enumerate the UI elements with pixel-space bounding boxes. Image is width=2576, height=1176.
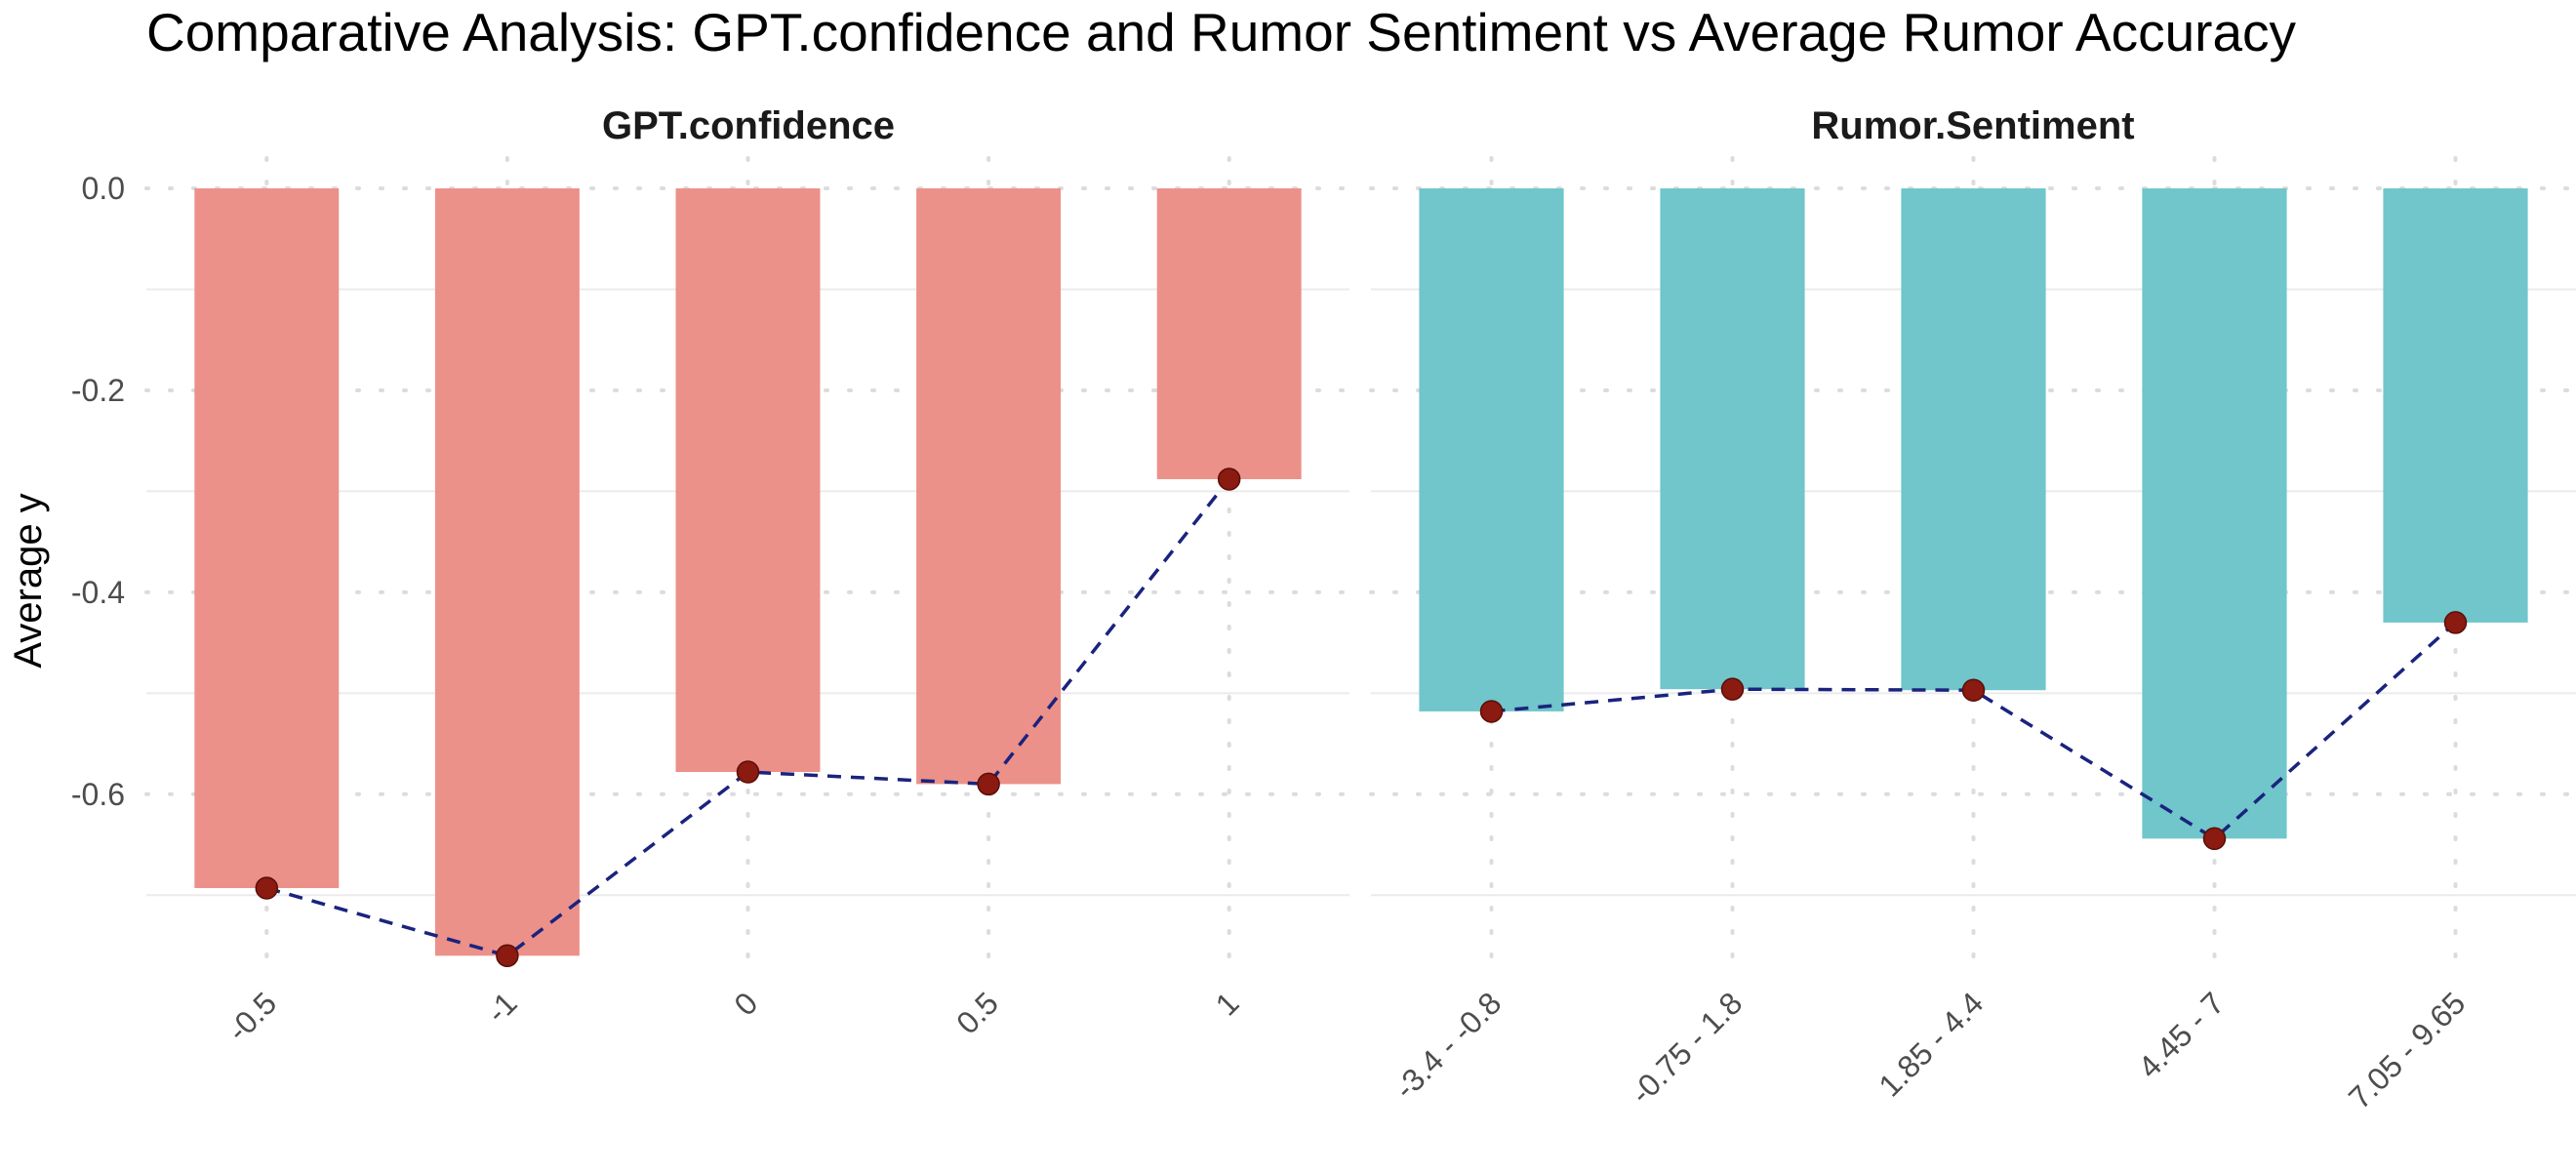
x-tick-label: -3.4 - -0.8 xyxy=(1388,985,1509,1106)
data-point--3.4 - -0.8 xyxy=(1479,700,1504,723)
y-tick-label: -0.4 xyxy=(71,575,125,610)
bar-1 xyxy=(1156,188,1302,479)
series-line xyxy=(265,477,1231,958)
data-point-1.85 - 4.4 xyxy=(1961,678,1986,702)
x-tick-label: 1 xyxy=(1209,985,1246,1022)
facet-title: GPT.confidence xyxy=(602,104,895,147)
facet-panel-gpt-confidence: GPT.confidence -0.5 -1 0 0.5 1 xyxy=(144,104,1351,1048)
bar-7.05 - 9.65 xyxy=(2383,188,2528,623)
chart-title: Comparative Analysis: GPT.confidence and… xyxy=(146,2,2297,62)
x-tick-label: 1.85 - 4.4 xyxy=(1872,985,1990,1103)
x-tick-label: 7.05 - 9.65 xyxy=(2342,985,2473,1115)
bar--1 xyxy=(434,188,580,956)
x-tick-label: 0 xyxy=(727,985,764,1022)
data-point-0 xyxy=(736,760,760,784)
x-tick-label: -0.75 - 1.8 xyxy=(1624,985,1750,1111)
bar--0.5 xyxy=(194,188,340,888)
x-tick-label: -1 xyxy=(479,985,524,1030)
x-tick-label: -0.5 xyxy=(221,985,283,1047)
data-point-1 xyxy=(1217,467,1241,491)
bar-4.45 - 7 xyxy=(2142,188,2287,839)
bar--0.75 - 1.8 xyxy=(1660,188,1805,690)
facet-panel-rumor-sentiment: Rumor.Sentiment -3.4 - -0.8 -0.75 - 1.8 1.8… xyxy=(1369,104,2576,1115)
y-tick-label: -0.2 xyxy=(71,373,125,408)
data-point-0.5 xyxy=(977,772,1000,796)
bar-1.85 - 4.4 xyxy=(1901,188,2046,691)
data-point-7.05 - 9.65 xyxy=(2443,611,2468,634)
facet-panels: 0.0 -0.2 -0.4 -0.6 GPT.confidence -0.5 -1 0 0.5 1… xyxy=(71,104,2576,1115)
data-point--1 xyxy=(496,944,519,968)
data-point--0.75 - 1.8 xyxy=(1720,677,1745,701)
x-tick-label: 4.45 - 7 xyxy=(2131,985,2231,1084)
bar-0.5 xyxy=(916,188,1062,785)
y-tick-label: 0.0 xyxy=(82,171,125,206)
y-axis-label: Average y xyxy=(7,493,50,668)
y-tick-label: -0.6 xyxy=(71,777,125,812)
x-tick-label: 0.5 xyxy=(949,985,1005,1040)
data-point-4.45 - 7 xyxy=(2202,827,2227,851)
facet-title: Rumor.Sentiment xyxy=(1811,104,2134,147)
series-line xyxy=(1491,621,2457,841)
bar--3.4 - -0.8 xyxy=(1419,188,1564,711)
bar-0 xyxy=(675,188,821,773)
data-point--0.5 xyxy=(255,876,279,900)
